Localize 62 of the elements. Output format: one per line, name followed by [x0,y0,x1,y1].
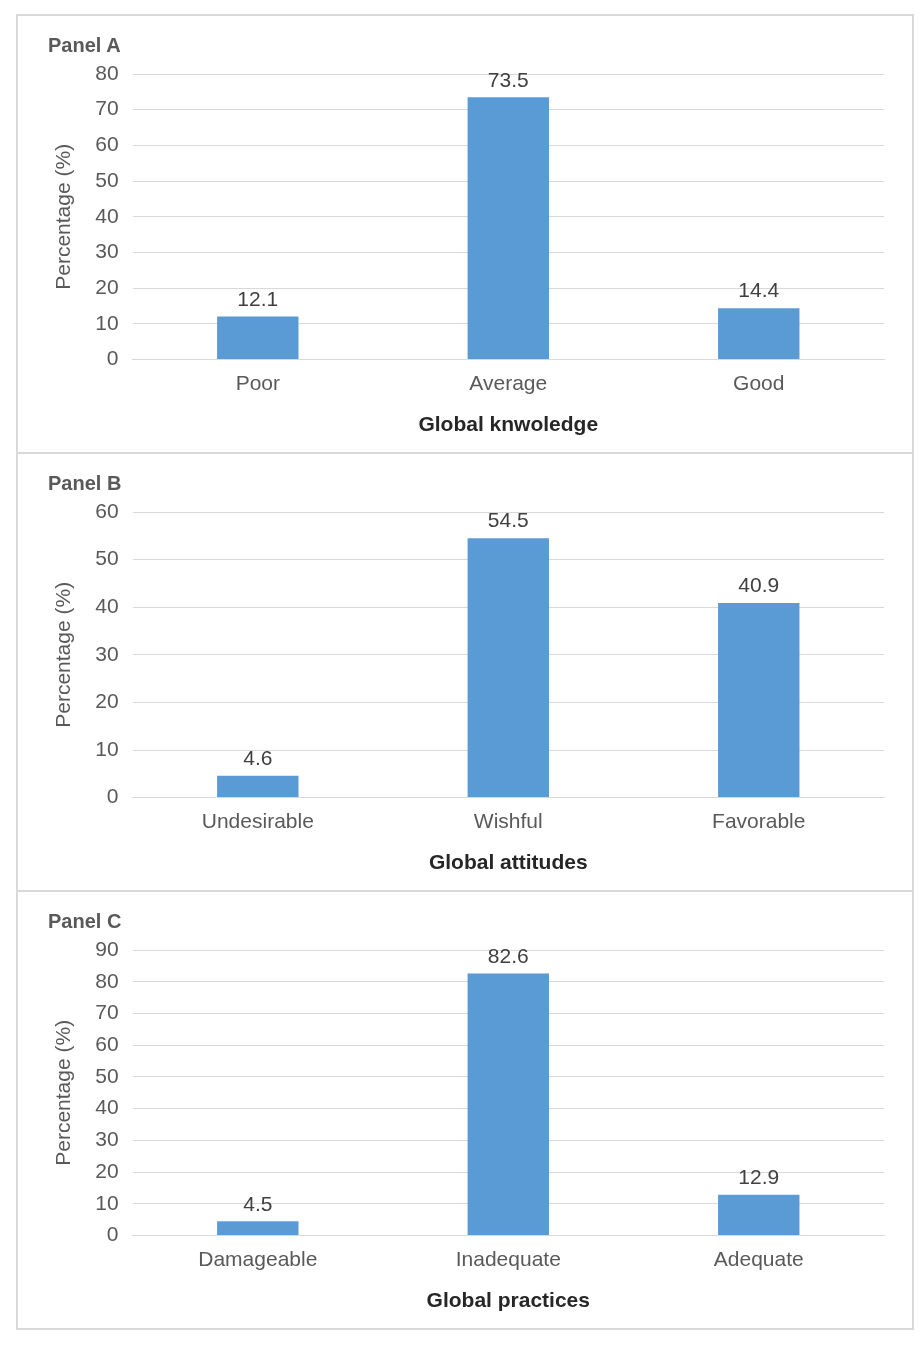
bar [467,97,549,360]
bar [467,973,549,1236]
y-tick-label: 30 [95,1127,119,1151]
y-tick-label: 50 [95,167,119,191]
y-tick-label: 20 [95,689,119,713]
y-tick-label: 30 [95,641,119,665]
data-label: 82.6 [487,943,529,967]
y-tick-label: 80 [95,60,119,84]
x-axis-title: Global practices [426,1288,590,1312]
x-tick-label: Good [733,371,785,394]
y-tick-label: 90 [95,936,119,960]
bar [467,538,549,798]
bar [217,316,299,360]
y-tick-label: 10 [95,736,119,760]
y-tick-label: 0 [106,346,119,370]
y-tick-label: 10 [95,310,119,334]
x-tick-label: Average [469,371,548,394]
data-label: 12.9 [738,1164,780,1188]
y-tick-label: 10 [95,1190,119,1214]
x-tick-label: Wishful [473,809,543,832]
y-tick-label: 80 [95,968,119,992]
chart-title: Panel B [48,471,122,494]
data-label: 54.5 [487,508,529,532]
data-label: 14.4 [738,278,780,302]
x-tick-label: Inadequate [455,1247,561,1270]
y-tick-label: 50 [95,546,119,570]
y-tick-label: 70 [95,1000,119,1024]
x-axis-title: Global attitudes [428,850,588,874]
data-label: 73.5 [487,67,529,91]
y-tick-label: 60 [95,1032,119,1055]
x-tick-label: Damageable [198,1247,318,1270]
y-tick-label: 60 [95,498,119,522]
bar [718,1194,800,1236]
y-tick-label: 0 [106,784,119,808]
x-axis-title: Global knwoledge [418,412,599,436]
y-axis-title: Percentage (%) [51,143,75,290]
x-tick-label: Adequate [713,1247,804,1270]
y-tick-label: 50 [95,1063,119,1087]
y-tick-label: 40 [95,1095,119,1119]
bar [718,308,800,360]
y-tick-label: 20 [95,275,119,298]
y-tick-label: 70 [95,96,119,120]
y-tick-label: 40 [95,594,119,617]
x-tick-label: Favorable [712,809,806,832]
y-tick-label: 60 [95,132,119,156]
x-tick-label: Undesirable [201,809,314,832]
y-tick-label: 40 [95,203,119,227]
y-axis-title: Percentage (%) [51,1019,75,1166]
bar [718,602,800,798]
chart-title: Panel A [48,33,121,56]
y-axis-title: Percentage (%) [51,581,75,728]
data-label: 12.1 [237,286,279,310]
y-tick-label: 20 [95,1158,119,1182]
chart-title: Panel C [48,909,122,932]
data-label: 40.9 [738,573,780,597]
bar [217,1221,299,1236]
y-tick-label: 30 [95,239,119,263]
y-tick-label: 0 [106,1222,119,1246]
data-label: 4.5 [243,1191,273,1215]
x-tick-label: Poor [235,371,280,394]
bar [217,775,299,798]
data-label: 4.6 [243,746,273,769]
